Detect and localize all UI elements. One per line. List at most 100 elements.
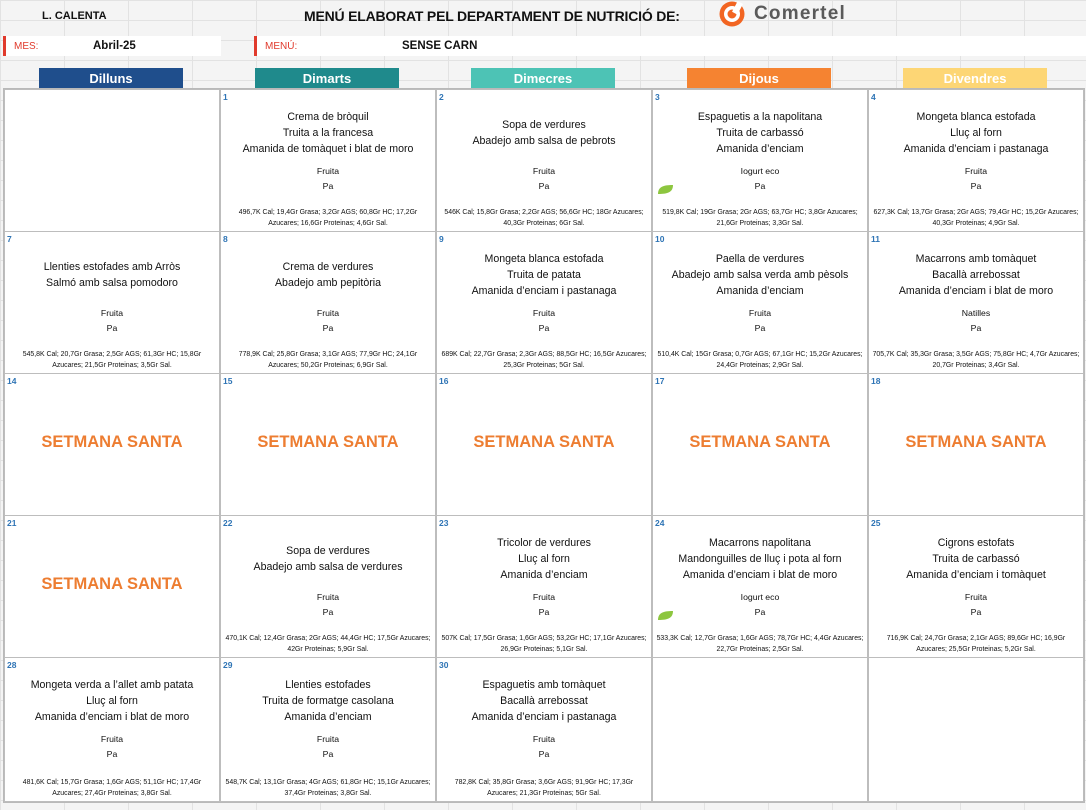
meal-item: Abadejo amb salsa de verdures (253, 561, 403, 573)
meal-item: Amanida d’enciam i blat de moro (34, 711, 190, 723)
meal-item: Amanida d’enciam (284, 711, 372, 723)
meal-item: Macarrons amb tomàquet (915, 253, 1037, 265)
extra-item: Pa (538, 181, 550, 191)
dessert-and-bread: Fruita Pa (441, 306, 647, 336)
extra-item: Fruita (100, 734, 124, 744)
meal-item: Macarrons napolitana (709, 537, 811, 549)
meal-item: Amanida de tomàquet i blat de moro (242, 143, 414, 155)
meal-list: Macarrons amb tomàquet Bacallà arrebossat… (873, 251, 1079, 299)
meal-item: Mongeta blanca estofada (916, 111, 1036, 123)
meal-item: Sopa de verdures (502, 119, 586, 131)
meal-item: Abadejo amb salsa de pebrots (472, 135, 616, 147)
extra-item: Fruita (964, 592, 988, 602)
extra-item: Pa (538, 323, 550, 333)
extra-item: Pa (106, 749, 118, 759)
meal-item: Crema de verdures (282, 261, 374, 273)
nutrition-info: 510,4K Cal; 15Gr Grasa; 0,7Gr AGS; 67,1G… (657, 351, 863, 369)
meal-list: Mongeta blanca estofada Lluç al forn Amani… (873, 109, 1079, 157)
extra-item: Fruita (964, 166, 988, 176)
day-number: 4 (871, 92, 876, 102)
day-header-dilluns: Dilluns (39, 68, 183, 88)
meal-item: Mongeta blanca estofada (484, 253, 604, 265)
day-cell-2: 2 Sopa de verdures Abadejo amb salsa de pe… (436, 89, 652, 232)
logo-text: Comertel (754, 3, 846, 24)
day-cell-17: 17 SETMANA SANTA (652, 373, 868, 516)
meal-item: Abadejo amb pepitòria (274, 277, 381, 289)
nutrition-info: 470,1K Cal; 12,4Gr Grasa; 2Gr AGS; 44,4G… (225, 635, 431, 653)
dessert-and-bread: Fruita Pa (441, 164, 647, 194)
meal-list: Macarrons napolitana Mandonguilles de llu… (657, 535, 863, 583)
meal-list: Tricolor de verdures Lluç al forn Amanida … (441, 535, 647, 583)
extra-item: Fruita (100, 308, 124, 318)
meal-list: Espaguetis amb tomàquet Bacallà arrebossa… (441, 677, 647, 725)
extra-item: Fruita (532, 734, 556, 744)
eco-leaf-icon (658, 611, 673, 620)
extra-item: Pa (754, 181, 766, 191)
day-number: 8 (223, 234, 228, 244)
day-number: 7 (7, 234, 12, 244)
day-number: 3 (655, 92, 660, 102)
meal-list: Espaguetis a la napolitana Truita de carb… (657, 109, 863, 157)
day-cell-25: 25 Cigrons estofats Truita de carbassó Aman… (868, 515, 1084, 658)
month-label: MES: (14, 41, 39, 52)
day-cell-22: 22 Sopa de verdures Abadejo amb salsa de v… (220, 515, 436, 658)
extra-item: Fruita (532, 308, 556, 318)
day-cell-10: 10 Paella de verdures Abadejo amb salsa ve… (652, 231, 868, 374)
meal-item: Mandonguilles de lluç i pota al forn (678, 553, 842, 565)
nutrition-info: 545,8K Cal; 20,7Gr Grasa; 2,5Gr AGS; 61,… (22, 351, 202, 369)
meal-item: Paella de verdures (715, 253, 805, 265)
holiday-label: SETMANA SANTA (41, 432, 183, 451)
meal-item: Lluç al forn (950, 127, 1002, 139)
nutrition-info: 778,9K Cal; 25,8Gr Grasa; 3,1Gr AGS; 77,… (238, 351, 418, 369)
nutrition-info: 716,9K Cal; 24,7Gr Grasa; 2,1Gr AGS; 89,… (886, 635, 1066, 653)
day-cell-1: 1 Crema de bròquil Truita a la francesa Ama… (220, 89, 436, 232)
meal-item: Bacallà arrebossat (932, 269, 1020, 281)
day-cell-16: 16 SETMANA SANTA (436, 373, 652, 516)
nutrition-info: 546K Cal; 15,8Gr Grasa; 2,2Gr AGS; 56,6G… (444, 209, 644, 227)
empty-day-cell (868, 657, 1084, 802)
meal-item: Crema de bròquil (287, 111, 369, 123)
menu-type-value: SENSE CARN (402, 40, 478, 52)
extra-item: Fruita (316, 308, 340, 318)
meal-list: Mongeta verda a l’allet amb patata Lluç a… (9, 677, 215, 725)
extra-item: Pa (970, 607, 982, 617)
extra-item: Pa (106, 323, 118, 333)
nutrition-info: 689K Cal; 22,7Gr Grasa; 2,3Gr AGS; 88,5G… (441, 351, 647, 369)
meal-item: Lluç al forn (518, 553, 570, 565)
dessert-and-bread: Fruita Pa (441, 732, 647, 762)
meal-list: Sopa de verdures Abadejo amb salsa de ver… (225, 543, 431, 575)
page-title: MENÚ ELABORAT PEL DEPARTAMENT DE NUTRICI… (304, 8, 680, 24)
day-header-dijous: Dijous (687, 68, 831, 88)
comertel-logo-icon (719, 1, 745, 27)
day-header-divendres: Divendres (903, 68, 1047, 88)
extra-item: Pa (322, 181, 334, 191)
dessert-and-bread: Fruita Pa (225, 590, 431, 620)
day-number: 25 (871, 518, 881, 528)
extra-item: Pa (754, 607, 766, 617)
meal-item: Salmó amb salsa pomodoro (46, 277, 178, 289)
nutrition-info: 533,3K Cal; 12,7Gr Grasa; 1,6Gr AGS; 78,… (656, 635, 864, 653)
day-number: 2 (439, 92, 444, 102)
extra-item: Pa (970, 181, 982, 191)
extra-item: Fruita (532, 166, 556, 176)
extra-item: Fruita (316, 592, 340, 602)
month-bar: MES: Abril-25 (3, 36, 221, 56)
meal-list: Llenties estofades Truita de formatge cas… (225, 677, 431, 725)
day-number: 1 (223, 92, 228, 102)
meal-item: Truita de formatge casolana (262, 695, 394, 707)
dessert-and-bread: Fruita Pa (873, 590, 1079, 620)
meal-list: Sopa de verdures Abadejo amb salsa de peb… (441, 117, 647, 149)
day-cell-11: 11 Macarrons amb tomàquet Bacallà arreboss… (868, 231, 1084, 374)
empty-day-cell (652, 657, 868, 802)
nutrition-info: 507K Cal; 17,5Gr Grasa; 1,6Gr AGS; 53,2G… (441, 635, 647, 653)
nutrition-info: 548,7K Cal; 13,1Gr Grasa; 4Gr AGS; 61,8G… (225, 779, 431, 797)
day-cell-21: 21 SETMANA SANTA (4, 515, 220, 658)
meal-item: Amanida d’enciam i blat de moro (682, 569, 838, 581)
nutrition-info: 496,7K Cal; 19,4Gr Grasa; 3,2Gr AGS; 60,… (238, 209, 418, 227)
day-number: 28 (7, 660, 17, 670)
nutrition-info: 627,3K Cal; 13,7Gr Grasa; 2Gr AGS; 79,4G… (873, 209, 1079, 227)
meal-item: Amanida d’enciam i tomàquet (906, 569, 1046, 581)
meal-list: Crema de bròquil Truita a la francesa Aman… (225, 109, 431, 157)
day-cell-14: 14 SETMANA SANTA (4, 373, 220, 516)
day-number: 29 (223, 660, 233, 670)
